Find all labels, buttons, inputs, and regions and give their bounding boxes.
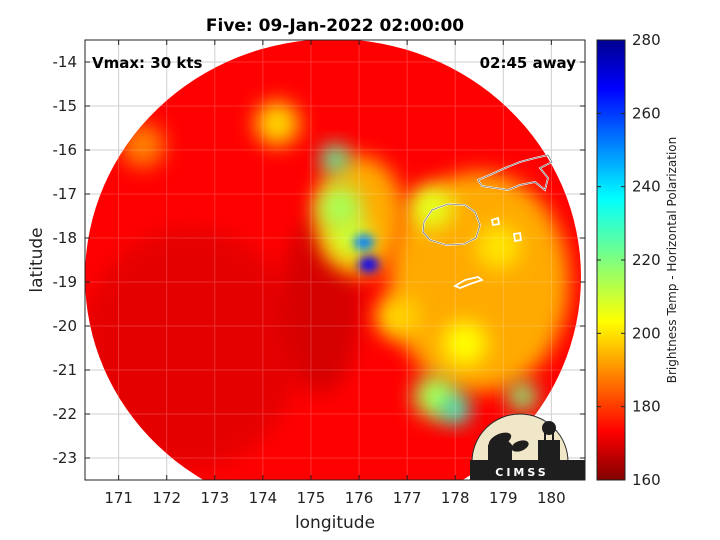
feature-9 [508, 382, 537, 411]
y-tick-label-7: -21 [53, 361, 78, 379]
colorbar-gradient [596, 39, 626, 481]
x-tick-label-1: 172 [152, 489, 181, 507]
feature-5 [409, 185, 454, 230]
y-axis-label: latitude [27, 227, 47, 292]
y-tick-label-1: -15 [53, 97, 78, 115]
x-tick-label-3: 174 [249, 489, 278, 507]
x-tick-label-9: 180 [537, 489, 566, 507]
feature-11 [441, 395, 470, 424]
feature-10 [321, 144, 349, 173]
x-tick-label-2: 173 [200, 489, 229, 507]
feature-1 [255, 101, 300, 146]
feature-4 [442, 321, 487, 366]
vmax-label: Vmax: 30 kts [92, 54, 202, 72]
feature-13 [358, 256, 380, 273]
colorbar-tick-label-1: 180 [632, 398, 661, 416]
x-tick-label-6: 177 [393, 489, 422, 507]
feature-12 [353, 234, 375, 251]
cold-region-west [85, 228, 301, 468]
coastline-kadavu [452, 276, 484, 289]
x-tick-label-8: 179 [489, 489, 518, 507]
colorbar-tick-label-6: 280 [632, 31, 661, 49]
cimss-logo: CIMSS [470, 413, 585, 480]
time-away-label: 02:45 away [480, 54, 577, 72]
colorbar-tick-label-0: 160 [632, 471, 661, 489]
logo-text: CIMSS [495, 466, 548, 479]
axis-ticks: 171 172 173 174 175 176 177 178 179 180 -14 -15 -16 -… [53, 40, 585, 507]
feature-3 [476, 224, 521, 269]
feature-7 [317, 185, 362, 230]
coastline-islet-2 [512, 231, 523, 243]
colorbar: 160 180 200 220 240 260 280 Brightness Temp - … [596, 31, 679, 489]
y-tick-label-3: -17 [53, 185, 78, 203]
y-tick-label-5: -19 [53, 273, 78, 291]
x-axis-label: longitude [295, 513, 375, 533]
brightness-features [85, 101, 570, 468]
y-tick-label-9: -23 [53, 449, 78, 467]
x-tick-label-7: 178 [441, 489, 470, 507]
x-tick-label-5: 176 [345, 489, 374, 507]
y-tick-label-4: -18 [53, 229, 78, 247]
colorbar-ticks: 160 180 200 220 240 260 280 [597, 31, 661, 489]
feature-2 [375, 295, 420, 340]
y-tick-label-6: -20 [53, 317, 78, 335]
chart-title: Five: 09-Jan-2022 02:00:00 [206, 16, 464, 36]
coastline-islet-1 [490, 216, 501, 227]
colorbar-tick-label-2: 200 [632, 324, 661, 342]
swath [85, 40, 581, 480]
colorbar-tick-label-5: 260 [632, 104, 661, 122]
axes-frame [84, 39, 586, 481]
y-tick-label-2: -16 [53, 141, 78, 159]
colorbar-tick-label-4: 240 [632, 178, 661, 196]
x-tick-label-4: 175 [297, 489, 326, 507]
y-tick-label-0: -14 [53, 53, 78, 71]
colorbar-label: Brightness Temp - Horizontal Polarizatio… [665, 137, 679, 384]
colorbar-tick-label-3: 220 [632, 251, 661, 269]
x-tick-label-0: 171 [104, 489, 133, 507]
y-tick-label-8: -22 [53, 405, 78, 423]
